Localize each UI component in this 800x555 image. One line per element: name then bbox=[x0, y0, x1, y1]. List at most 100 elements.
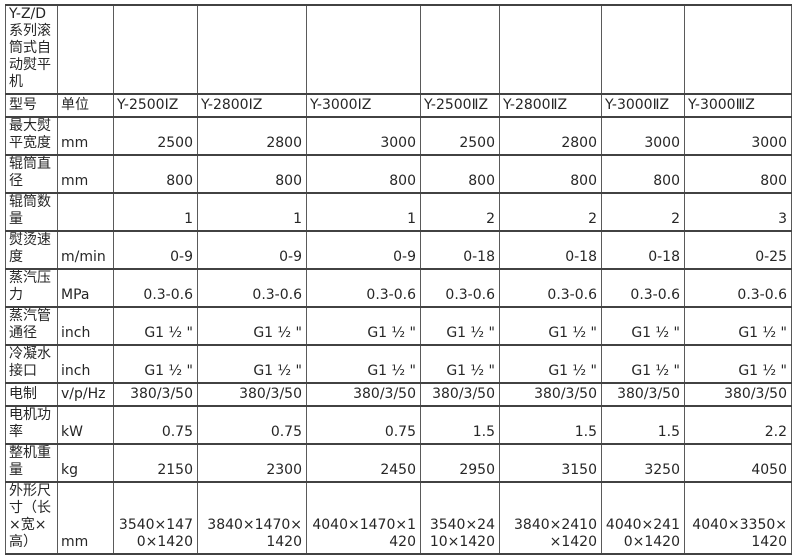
empty-cell bbox=[684, 4, 792, 95]
value-cell: 2 bbox=[420, 192, 500, 232]
value-cell: G1 ½ " bbox=[601, 344, 685, 384]
value-cell: G1 ½ " bbox=[499, 306, 602, 346]
row-unit: mm bbox=[57, 116, 114, 156]
row-unit: kW bbox=[57, 405, 114, 445]
value-cell: 1 bbox=[113, 192, 198, 232]
value-cell: 1.5 bbox=[601, 405, 685, 445]
value-cell: 0-18 bbox=[420, 230, 500, 270]
value-cell: 4040×2410×1420 bbox=[601, 481, 685, 555]
row-label: 外形尺寸（长×宽×高） bbox=[5, 481, 58, 555]
value-cell: 2.2 bbox=[684, 405, 792, 445]
table-row: 整机重量 kg 2150 2300 2450 2950 3150 3250 4050 bbox=[5, 443, 792, 483]
table-row: 最大熨平宽度 mm 2500 2800 3000 2500 2800 3000 3000 bbox=[5, 116, 792, 156]
table-row: 冷凝水接口 inch G1 ½ " G1 ½ " G1 ½ " G1 ½ " G1 ½ " G… bbox=[5, 344, 792, 384]
value-cell: 2150 bbox=[113, 443, 198, 483]
header-row-label: 型号 bbox=[5, 93, 58, 118]
empty-cell bbox=[499, 4, 602, 95]
value-cell: 2500 bbox=[113, 116, 198, 156]
value-cell: G1 ½ " bbox=[420, 306, 500, 346]
empty-cell bbox=[57, 4, 114, 95]
spec-table-body: Y-Z/D系列滚筒式自动熨平机 型号 单位 Y-2500ⅠZ Y-2800ⅠZ … bbox=[5, 4, 792, 555]
value-cell: 2 bbox=[601, 192, 685, 232]
value-cell: 0.3-0.6 bbox=[113, 268, 198, 308]
value-cell: 0.3-0.6 bbox=[420, 268, 500, 308]
value-cell: 4050 bbox=[684, 443, 792, 483]
spec-table: Y-Z/D系列滚筒式自动熨平机 型号 单位 Y-2500ⅠZ Y-2800ⅠZ … bbox=[5, 4, 792, 555]
value-cell: G1 ½ " bbox=[113, 344, 198, 384]
value-cell: 3150 bbox=[499, 443, 602, 483]
value-cell: 2500 bbox=[420, 116, 500, 156]
model-header: Y-2800ⅠZ bbox=[197, 93, 307, 118]
value-cell: 800 bbox=[306, 154, 421, 194]
value-cell: 2800 bbox=[197, 116, 307, 156]
value-cell: 0.75 bbox=[197, 405, 307, 445]
value-cell: 380/3/50 bbox=[197, 382, 307, 407]
value-cell: G1 ½ " bbox=[197, 306, 307, 346]
value-cell: 0.3-0.6 bbox=[601, 268, 685, 308]
value-cell: G1 ½ " bbox=[420, 344, 500, 384]
value-cell: G1 ½ " bbox=[684, 306, 792, 346]
value-cell: 380/3/50 bbox=[499, 382, 602, 407]
model-header: Y-3000ⅡZ bbox=[601, 93, 685, 118]
model-header: Y-2800ⅡZ bbox=[499, 93, 602, 118]
value-cell: 0-25 bbox=[684, 230, 792, 270]
row-label: 电机功率 bbox=[5, 405, 58, 445]
row-unit: inch bbox=[57, 306, 114, 346]
value-cell: G1 ½ " bbox=[601, 306, 685, 346]
row-label: 电制 bbox=[5, 382, 58, 407]
row-unit: inch bbox=[57, 344, 114, 384]
value-cell: 3 bbox=[684, 192, 792, 232]
value-cell: 800 bbox=[684, 154, 792, 194]
value-cell: 0.3-0.6 bbox=[306, 268, 421, 308]
table-row: 辊筒直径 mm 800 800 800 800 800 800 800 bbox=[5, 154, 792, 194]
row-unit bbox=[57, 192, 114, 232]
value-cell: 800 bbox=[113, 154, 198, 194]
value-cell: 2 bbox=[499, 192, 602, 232]
row-label: 冷凝水接口 bbox=[5, 344, 58, 384]
model-header: Y-2500ⅡZ bbox=[420, 93, 500, 118]
row-unit: v/p/Hz bbox=[57, 382, 114, 407]
value-cell: 1 bbox=[197, 192, 307, 232]
row-unit: mm bbox=[57, 481, 114, 555]
row-label: 蒸汽压力 bbox=[5, 268, 58, 308]
value-cell: 0.3-0.6 bbox=[197, 268, 307, 308]
value-cell: 380/3/50 bbox=[601, 382, 685, 407]
table-row: 外形尺寸（长×宽×高） mm 3540×1470×1420 3840×1470×142… bbox=[5, 481, 792, 555]
value-cell: 3540×2410×1420 bbox=[420, 481, 500, 555]
model-header: Y-2500ⅠZ bbox=[113, 93, 198, 118]
value-cell: 0.75 bbox=[306, 405, 421, 445]
row-unit: kg bbox=[57, 443, 114, 483]
value-cell: G1 ½ " bbox=[684, 344, 792, 384]
row-label: 辊筒数量 bbox=[5, 192, 58, 232]
empty-cell bbox=[306, 4, 421, 95]
value-cell: G1 ½ " bbox=[197, 344, 307, 384]
row-label: 辊筒直径 bbox=[5, 154, 58, 194]
table-title: Y-Z/D系列滚筒式自动熨平机 bbox=[5, 4, 58, 95]
value-cell: 4040×1470×1420 bbox=[306, 481, 421, 555]
row-label: 最大熨平宽度 bbox=[5, 116, 58, 156]
row-label: 熨烫速度 bbox=[5, 230, 58, 270]
value-cell: G1 ½ " bbox=[499, 344, 602, 384]
value-cell: 0.3-0.6 bbox=[684, 268, 792, 308]
value-cell: 380/3/50 bbox=[306, 382, 421, 407]
empty-cell bbox=[601, 4, 685, 95]
value-cell: 3000 bbox=[306, 116, 421, 156]
row-label: 蒸汽管通径 bbox=[5, 306, 58, 346]
value-cell: 380/3/50 bbox=[684, 382, 792, 407]
value-cell: G1 ½ " bbox=[306, 344, 421, 384]
table-row: 熨烫速度 m/min 0-9 0-9 0-9 0-18 0-18 0-18 0-25 bbox=[5, 230, 792, 270]
table-row: 电机功率 kW 0.75 0.75 0.75 1.5 1.5 1.5 2.2 bbox=[5, 405, 792, 445]
title-row: Y-Z/D系列滚筒式自动熨平机 bbox=[5, 4, 792, 95]
table-row: 辊筒数量 1 1 1 2 2 2 3 bbox=[5, 192, 792, 232]
value-cell: 0-18 bbox=[499, 230, 602, 270]
value-cell: 3250 bbox=[601, 443, 685, 483]
value-cell: G1 ½ " bbox=[306, 306, 421, 346]
table-row: 蒸汽管通径 inch G1 ½ " G1 ½ " G1 ½ " G1 ½ " G1 ½ " G… bbox=[5, 306, 792, 346]
empty-cell bbox=[113, 4, 198, 95]
value-cell: 0-9 bbox=[306, 230, 421, 270]
model-header: Y-3000ⅢZ bbox=[684, 93, 792, 118]
table-row: 电制 v/p/Hz 380/3/50 380/3/50 380/3/50 380/3/50… bbox=[5, 382, 792, 407]
model-header: Y-3000ⅠZ bbox=[306, 93, 421, 118]
value-cell: 0-9 bbox=[197, 230, 307, 270]
value-cell: 2800 bbox=[499, 116, 602, 156]
